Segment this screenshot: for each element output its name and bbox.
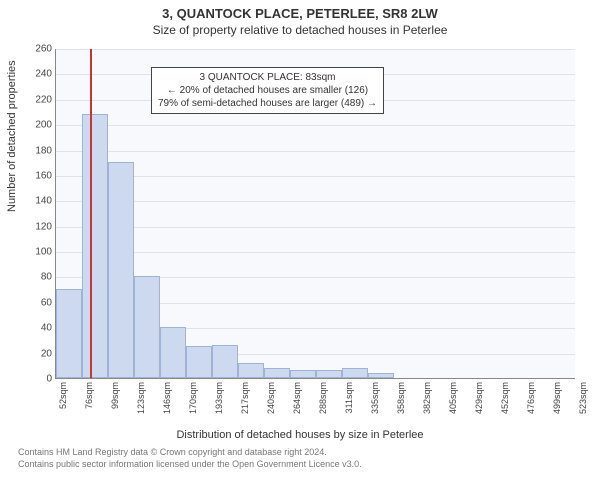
x-tick-label: 311sqm (344, 382, 354, 432)
footer: Contains HM Land Registry data © Crown c… (18, 447, 588, 470)
x-tick-label: 146sqm (162, 382, 172, 432)
histogram-bar (212, 345, 238, 378)
x-tick-label: 240sqm (266, 382, 276, 432)
x-tick-label: 429sqm (474, 382, 484, 432)
plot-area: 3 QUANTOCK PLACE: 83sqm ← 20% of detache… (55, 49, 575, 379)
x-tick-label: 288sqm (318, 382, 328, 432)
x-tick-label: 52sqm (58, 382, 68, 432)
x-tick-label: 123sqm (136, 382, 146, 432)
x-tick-label: 264sqm (292, 382, 302, 432)
annotation-box: 3 QUANTOCK PLACE: 83sqm ← 20% of detache… (151, 67, 384, 114)
annotation-line2: ← 20% of detached houses are smaller (12… (158, 84, 377, 97)
y-tick-label: 140 (12, 196, 52, 207)
histogram-bar (264, 368, 290, 378)
x-tick-label: 452sqm (500, 382, 510, 432)
x-tick-label: 499sqm (552, 382, 562, 432)
histogram-bar (186, 346, 212, 378)
y-tick-label: 240 (12, 69, 52, 80)
histogram-bar (134, 276, 160, 378)
histogram-bar (160, 327, 186, 378)
x-tick-label: 335sqm (370, 382, 380, 432)
footer-line1: Contains HM Land Registry data © Crown c… (18, 447, 588, 459)
y-tick-label: 100 (12, 247, 52, 258)
x-tick-label: 476sqm (526, 382, 536, 432)
x-tick-label: 76sqm (84, 382, 94, 432)
histogram-bar (316, 370, 342, 378)
histogram-bar (56, 289, 82, 378)
y-tick-label: 180 (12, 145, 52, 156)
page-subtitle: Size of property relative to detached ho… (0, 23, 600, 37)
x-tick-label: 405sqm (448, 382, 458, 432)
histogram-bar (368, 373, 394, 378)
x-tick-label: 523sqm (578, 382, 588, 432)
histogram-bar (342, 368, 368, 378)
x-tick-label: 193sqm (214, 382, 224, 432)
histogram-bar (108, 162, 134, 378)
gridline (56, 151, 575, 152)
y-tick-label: 200 (12, 120, 52, 131)
annotation-line3: 79% of semi-detached houses are larger (… (158, 97, 377, 110)
x-tick-label: 382sqm (422, 382, 432, 432)
y-tick-label: 0 (12, 374, 52, 385)
property-marker-line (90, 49, 92, 378)
annotation-line1: 3 QUANTOCK PLACE: 83sqm (158, 71, 377, 84)
y-tick-label: 20 (12, 348, 52, 359)
y-axis-label: Number of detached properties (6, 60, 18, 212)
y-tick-label: 60 (12, 297, 52, 308)
y-tick-label: 80 (12, 272, 52, 283)
y-tick-label: 220 (12, 94, 52, 105)
histogram-bar (238, 363, 264, 378)
y-tick-label: 160 (12, 170, 52, 181)
chart-container: Number of detached properties 3 QUANTOCK… (0, 37, 600, 427)
footer-line2: Contains public sector information licen… (18, 459, 588, 471)
histogram-bar (290, 370, 316, 378)
x-tick-label: 170sqm (188, 382, 198, 432)
gridline (56, 49, 575, 50)
y-tick-label: 260 (12, 44, 52, 55)
x-tick-label: 217sqm (240, 382, 250, 432)
gridline (56, 125, 575, 126)
x-tick-label: 358sqm (396, 382, 406, 432)
page-title-address: 3, QUANTOCK PLACE, PETERLEE, SR8 2LW (0, 6, 600, 21)
y-tick-label: 40 (12, 323, 52, 334)
y-tick-label: 120 (12, 221, 52, 232)
histogram-bar (82, 114, 108, 378)
x-tick-label: 99sqm (110, 382, 120, 432)
